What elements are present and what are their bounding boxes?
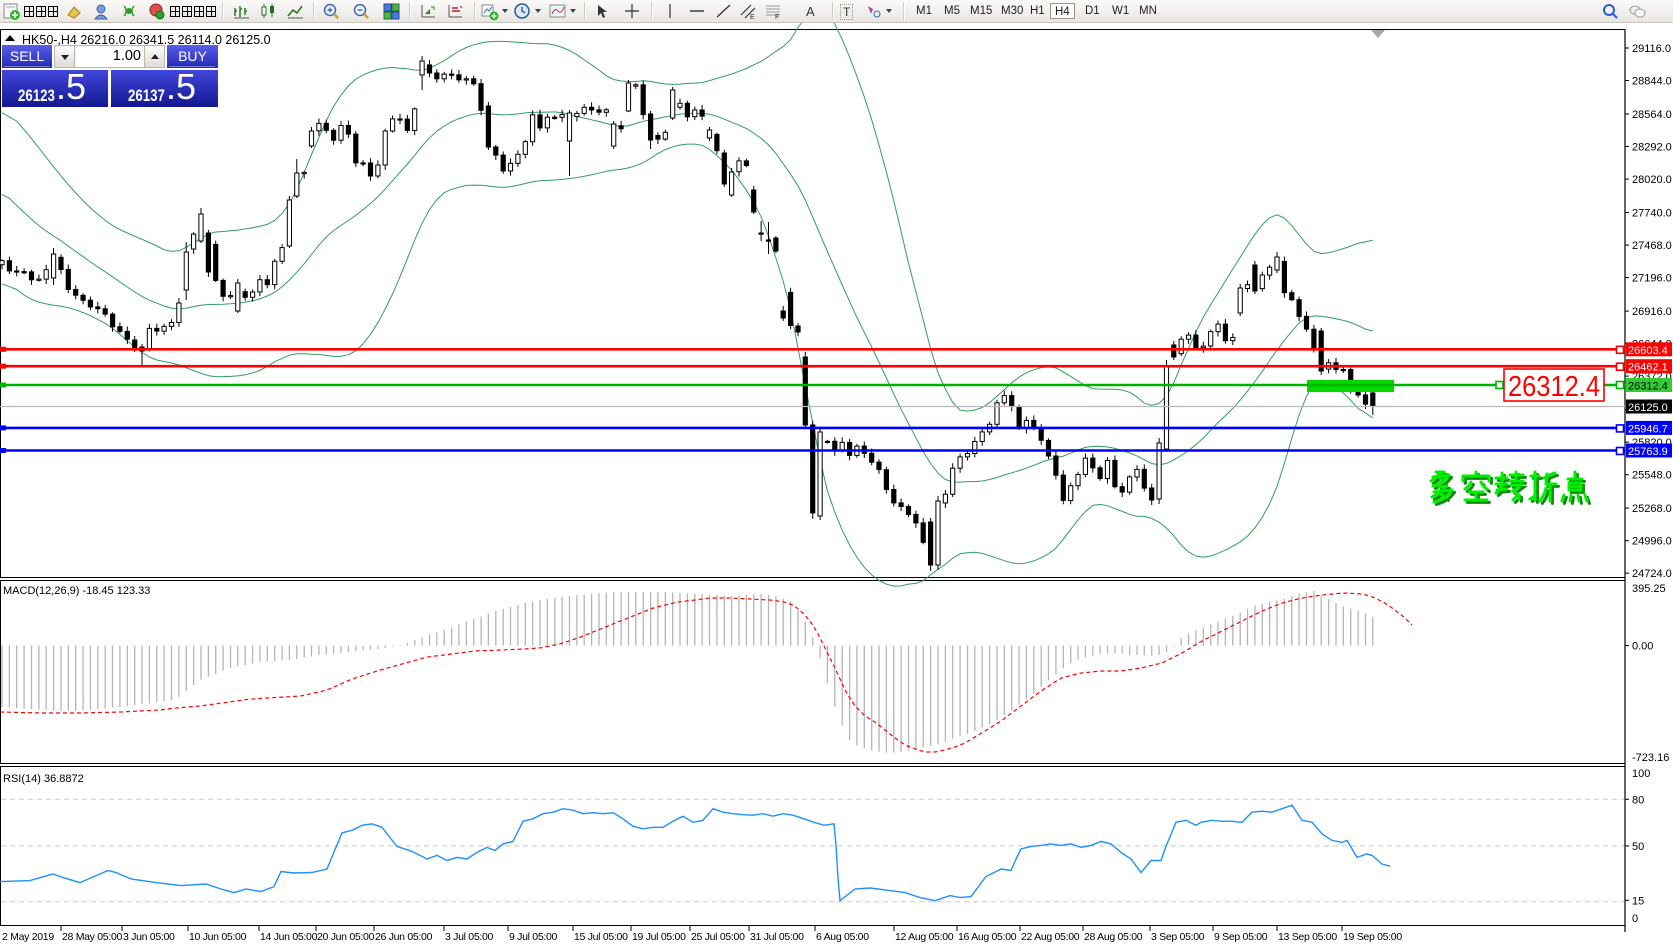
svg-text:19 Jul 05:00: 19 Jul 05:00 <box>632 931 686 943</box>
svg-text:12 Aug 05:00: 12 Aug 05:00 <box>895 931 954 943</box>
svg-text:9 Jul 05:00: 9 Jul 05:00 <box>509 931 558 943</box>
svg-text:26312.4: 26312.4 <box>1508 371 1600 403</box>
svg-text:RSI(14) 36.8872: RSI(14) 36.8872 <box>3 773 84 785</box>
svg-text:26125.0: 26125.0 <box>1628 402 1668 414</box>
svg-text:3 Sep 05:00: 3 Sep 05:00 <box>1151 931 1205 943</box>
svg-text:MACD(12,26,9) -18.45 123.33: MACD(12,26,9) -18.45 123.33 <box>3 585 150 597</box>
svg-text:15: 15 <box>1632 895 1644 907</box>
svg-text:F: F <box>775 14 779 21</box>
svg-text:28 Aug 05:00: 28 Aug 05:00 <box>1084 931 1143 943</box>
svg-text:0.00: 0.00 <box>1632 641 1653 653</box>
svg-text:25763.9: 25763.9 <box>1628 446 1668 458</box>
svg-text:50: 50 <box>1632 841 1644 853</box>
svg-text:26603.4: 26603.4 <box>1628 345 1668 357</box>
svg-text:19 Sep 05:00: 19 Sep 05:00 <box>1343 931 1402 943</box>
svg-text:26312.4: 26312.4 <box>1628 381 1668 393</box>
svg-text:26462.1: 26462.1 <box>1628 362 1668 374</box>
svg-text:28292.0: 28292.0 <box>1632 142 1672 154</box>
svg-text:14 Jun 05:00: 14 Jun 05:00 <box>260 931 318 943</box>
svg-text:9 Sep 05:00: 9 Sep 05:00 <box>1214 931 1268 943</box>
svg-text:15 Jul 05:00: 15 Jul 05:00 <box>574 931 628 943</box>
svg-text:25 Jul 05:00: 25 Jul 05:00 <box>691 931 745 943</box>
svg-text:28844.0: 28844.0 <box>1632 76 1672 88</box>
svg-text:16 Aug 05:00: 16 Aug 05:00 <box>958 931 1017 943</box>
svg-text:29116.0: 29116.0 <box>1632 43 1671 55</box>
svg-text:3 Jul 05:00: 3 Jul 05:00 <box>445 931 494 943</box>
svg-text:-723.16: -723.16 <box>1632 752 1669 764</box>
svg-text:24996.0: 24996.0 <box>1632 536 1672 548</box>
svg-text:26 Jun 05:00: 26 Jun 05:00 <box>375 931 433 943</box>
svg-text:E: E <box>750 14 755 21</box>
svg-text:28 May 05:00: 28 May 05:00 <box>62 931 122 943</box>
svg-text:22 Aug 05:00: 22 Aug 05:00 <box>1021 931 1080 943</box>
svg-text:25268.0: 25268.0 <box>1632 503 1672 515</box>
svg-text:13 Sep 05:00: 13 Sep 05:00 <box>1278 931 1337 943</box>
svg-text:HK50-,H4 26216.0 26341.5 2611: HK50-,H4 26216.0 26341.5 26114.0 26125.0 <box>22 33 271 47</box>
svg-text:24724.0: 24724.0 <box>1632 568 1672 580</box>
svg-text:0: 0 <box>1632 913 1638 925</box>
svg-text:10 Jun 05:00: 10 Jun 05:00 <box>189 931 247 943</box>
svg-text:27196.0: 27196.0 <box>1632 273 1672 285</box>
svg-text:28564.0: 28564.0 <box>1632 109 1672 121</box>
svg-text:2 May 2019: 2 May 2019 <box>2 931 54 943</box>
svg-text:27468.0: 27468.0 <box>1632 240 1672 252</box>
svg-text:25946.7: 25946.7 <box>1628 423 1668 435</box>
svg-text:80: 80 <box>1632 794 1644 806</box>
svg-text:3 Jun 05:00: 3 Jun 05:00 <box>123 931 175 943</box>
svg-text:25548.0: 25548.0 <box>1632 470 1672 482</box>
svg-text:20 Jun 05:00: 20 Jun 05:00 <box>317 931 375 943</box>
svg-text:31 Jul 05:00: 31 Jul 05:00 <box>750 931 804 943</box>
svg-text:6 Aug 05:00: 6 Aug 05:00 <box>816 931 869 943</box>
svg-text:100: 100 <box>1632 768 1650 780</box>
svg-text:28020.0: 28020.0 <box>1632 174 1672 186</box>
svg-text:395.25: 395.25 <box>1632 583 1666 595</box>
svg-text:27740.0: 27740.0 <box>1632 208 1672 220</box>
svg-text:26916.0: 26916.0 <box>1632 306 1672 318</box>
